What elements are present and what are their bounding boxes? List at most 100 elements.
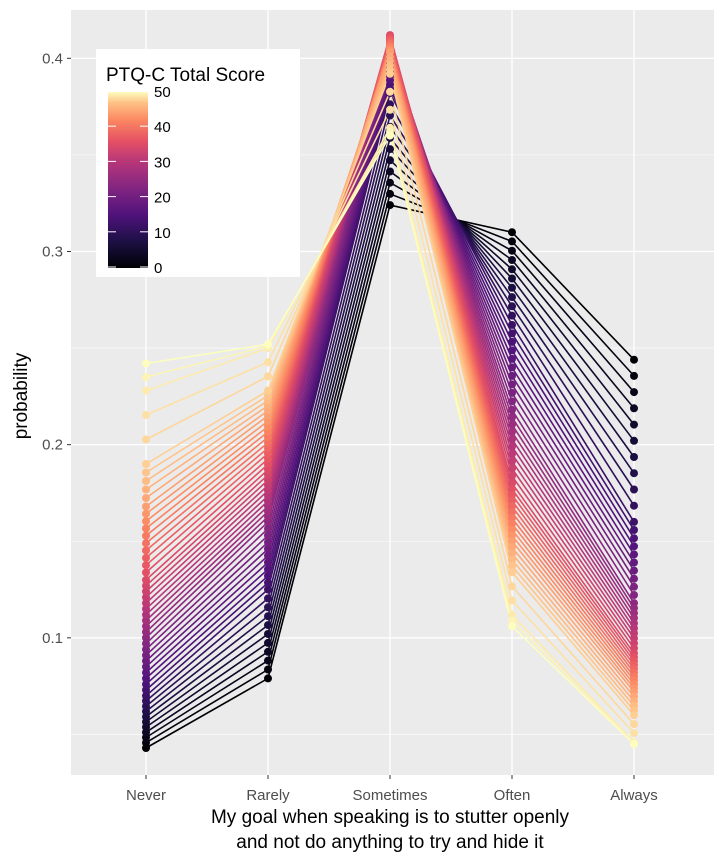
series-point (508, 397, 516, 406)
series-point (630, 355, 638, 364)
series-point (630, 729, 638, 738)
series-point (142, 509, 150, 518)
series-point (630, 420, 638, 429)
series-point (264, 572, 272, 580)
series-point (508, 555, 516, 564)
series-point (630, 582, 638, 591)
series-point (508, 479, 516, 488)
series-point (142, 561, 150, 570)
series-point (264, 578, 272, 587)
series-point (508, 610, 516, 619)
series-point (386, 105, 394, 114)
series-point (264, 531, 272, 540)
series-point (264, 551, 272, 560)
series-point (386, 189, 394, 198)
series-point (264, 565, 272, 574)
series-point (142, 531, 150, 540)
series-point (508, 442, 516, 451)
series-point (508, 371, 516, 380)
legend-title: PTQ-C Total Score (106, 65, 265, 86)
series-point (386, 145, 394, 154)
series-point (508, 354, 516, 363)
x-axis-title-line2: and not do anything to try and hide it (236, 832, 544, 853)
series-point (508, 237, 516, 246)
legend-colorbar (108, 92, 148, 268)
series-point (508, 293, 516, 302)
series-point (508, 531, 516, 540)
series-point (142, 546, 150, 555)
series-point (630, 542, 638, 551)
series-point (508, 543, 516, 552)
series-point (386, 156, 394, 165)
series-point (264, 524, 272, 533)
series-point (508, 562, 516, 570)
x-tick-label: Never (126, 787, 166, 804)
series-point (508, 256, 516, 264)
series-point (142, 674, 150, 683)
series-point (142, 435, 150, 444)
series-point (264, 630, 272, 638)
series-point (508, 302, 516, 311)
legend-tick-label: 20 (154, 190, 171, 207)
series-point (508, 311, 516, 320)
series-point (508, 420, 516, 429)
legend-ticks: 50 40 30 20 10 0 (108, 84, 171, 277)
series-point (508, 596, 516, 605)
legend-tick-label: 10 (154, 225, 171, 242)
series-point (508, 622, 516, 631)
series-point (630, 371, 638, 380)
series-point (630, 534, 638, 543)
series-point (264, 621, 272, 630)
series-point (508, 582, 516, 591)
series-point (142, 604, 150, 613)
series-point (630, 436, 638, 445)
series-point (630, 485, 638, 494)
series-point (386, 167, 394, 176)
series-point (508, 427, 516, 436)
series-point (142, 359, 150, 368)
series-point (508, 519, 516, 528)
series-point (508, 337, 516, 346)
series-point (508, 274, 516, 283)
legend-tick-label: 50 (154, 84, 171, 101)
series-point (508, 490, 516, 499)
series-point (508, 457, 516, 466)
series-point (142, 524, 150, 533)
series-point (508, 449, 516, 458)
series-point (264, 386, 272, 395)
series-point (508, 435, 516, 444)
series-point (142, 468, 150, 477)
series-point (386, 69, 394, 78)
series-point (142, 639, 150, 648)
series-point (386, 178, 394, 187)
series-point (142, 633, 150, 642)
series-point (508, 320, 516, 329)
series-point (142, 662, 150, 671)
series-point (142, 622, 150, 631)
series-point (630, 501, 638, 510)
series-point (508, 502, 516, 511)
series-point (630, 574, 638, 583)
series-point (142, 568, 150, 577)
series-point (142, 645, 150, 654)
series-point (508, 363, 516, 372)
y-tick-label: 0.1 (42, 630, 63, 647)
series-point (264, 538, 272, 547)
series-point (142, 485, 150, 494)
series-point (142, 539, 150, 548)
series-point (386, 201, 394, 210)
series-points (142, 31, 638, 752)
series-point (264, 558, 272, 567)
series-point (508, 568, 516, 577)
series-point (142, 494, 150, 502)
series-point (264, 656, 272, 665)
series-point (142, 553, 150, 562)
series-point (264, 455, 272, 463)
y-tick-label: 0.2 (42, 437, 63, 454)
series-point (142, 691, 150, 700)
x-tick-label: Rarely (246, 787, 290, 804)
x-tick-label: Often (494, 787, 531, 804)
series-point (508, 388, 516, 397)
series-point (630, 526, 638, 534)
